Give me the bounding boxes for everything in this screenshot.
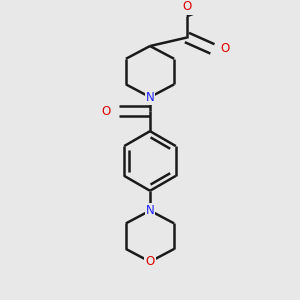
Text: O: O [182,0,191,13]
Text: O: O [220,42,230,56]
Text: O: O [146,255,154,268]
Text: N: N [146,91,154,103]
Text: N: N [146,204,154,217]
Text: O: O [101,105,111,118]
